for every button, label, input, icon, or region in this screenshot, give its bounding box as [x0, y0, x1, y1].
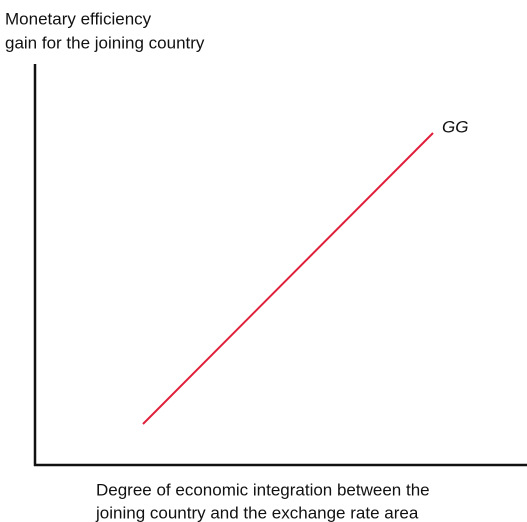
x-axis-label: Degree of economic integration between t… — [96, 480, 430, 499]
y-axis-label: Monetary efficiency — [5, 9, 152, 28]
x-axis-label: joining country and the exchange rate ar… — [95, 503, 419, 522]
curve-label: GG — [442, 117, 468, 136]
gg-curve — [142, 132, 434, 425]
y-axis-label: gain for the joining country — [5, 33, 205, 52]
